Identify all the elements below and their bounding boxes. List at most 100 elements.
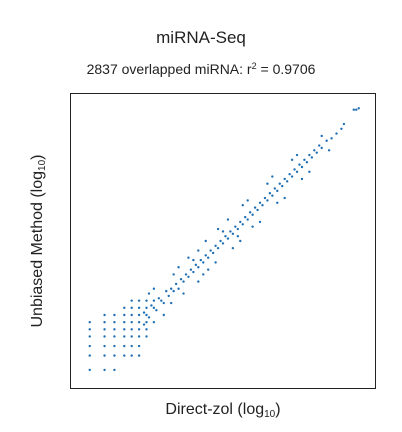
y-axis-label-close: ) [29,154,46,160]
data-point [310,156,314,159]
data-point [88,368,91,372]
data-point [285,180,289,183]
data-point [224,235,227,238]
x-axis-label-subscript: 10 [264,409,276,420]
chart-title: miRNA-Seq [156,28,246,47]
data-point [184,273,188,276]
data-point [197,280,200,283]
data-point [167,294,170,298]
data-point [145,306,148,310]
data-point [189,268,193,271]
data-point [137,354,141,357]
data-point [137,320,141,324]
data-point [258,220,262,224]
data-point [335,132,338,135]
data-point [318,144,321,147]
data-point [214,261,217,264]
data-point [308,170,311,173]
data-point [206,268,210,271]
data-point [137,344,141,348]
data-point [123,313,126,317]
data-point [258,201,262,205]
data-point [298,163,301,166]
data-point [315,151,318,154]
data-point [145,335,148,338]
data-point [357,107,360,110]
data-point [165,289,168,293]
data-point [352,108,355,111]
data-point [152,306,156,310]
data-point [295,170,299,173]
data-point [147,316,151,319]
data-point [266,182,269,185]
data-point [172,289,175,293]
data-point [172,273,175,276]
data-point [273,187,277,190]
data-point [293,168,296,171]
data-point [236,227,240,231]
data-point [152,320,156,324]
data-point [308,153,311,157]
data-point [263,196,267,200]
data-point [241,203,244,207]
data-point [261,203,264,207]
data-point [179,277,183,281]
data-point [214,244,217,247]
data-point [103,320,106,324]
data-point [295,153,299,157]
data-point [145,299,148,302]
data-point [281,184,284,188]
data-point [268,192,272,195]
data-point [276,189,279,193]
data-point [162,313,165,317]
data-point [187,256,190,259]
data-point [340,127,343,131]
data-point [206,256,210,259]
data-point [194,263,198,267]
data-point [202,273,205,276]
data-point [251,225,254,228]
data-point [330,137,333,140]
data-point [231,246,235,250]
data-point [182,292,185,295]
data-point [248,211,252,214]
data-point [313,149,316,152]
data-point [197,249,200,252]
data-point [130,299,133,302]
subtitle-text: 2837 overlapped miRNA: r [86,61,252,77]
data-point [219,239,222,243]
y-axis-label-subscript: 10 [37,159,48,171]
chart-subtitle: 2837 overlapped miRNA: r2 = 0.9706 [0,61,402,77]
data-point [177,266,180,269]
data-point [231,232,235,236]
data-point [130,328,133,331]
data-point [276,201,279,205]
data-point [130,344,133,348]
data-point [152,287,156,290]
y-axis-label: Unbiased Method (log10) [29,154,48,328]
data-point [244,215,247,219]
data-point [130,306,133,310]
data-point [209,249,212,252]
data-points [88,107,360,372]
data-point [211,251,215,255]
data-point [88,328,91,331]
data-point [137,335,141,338]
data-point [187,275,190,279]
data-point [103,328,106,331]
x-axis-label-text: Direct-zol (log [165,401,265,418]
data-point [145,313,148,317]
data-point [327,149,331,152]
data-point [142,323,146,326]
data-point [123,344,126,348]
data-point [137,328,141,331]
data-point [145,320,148,324]
scatter-plot [70,93,376,389]
data-point [355,108,358,111]
data-point [246,218,249,221]
data-point [253,206,257,209]
data-point [303,158,306,162]
data-point [229,230,232,233]
data-point [88,354,91,357]
data-point [130,335,133,338]
